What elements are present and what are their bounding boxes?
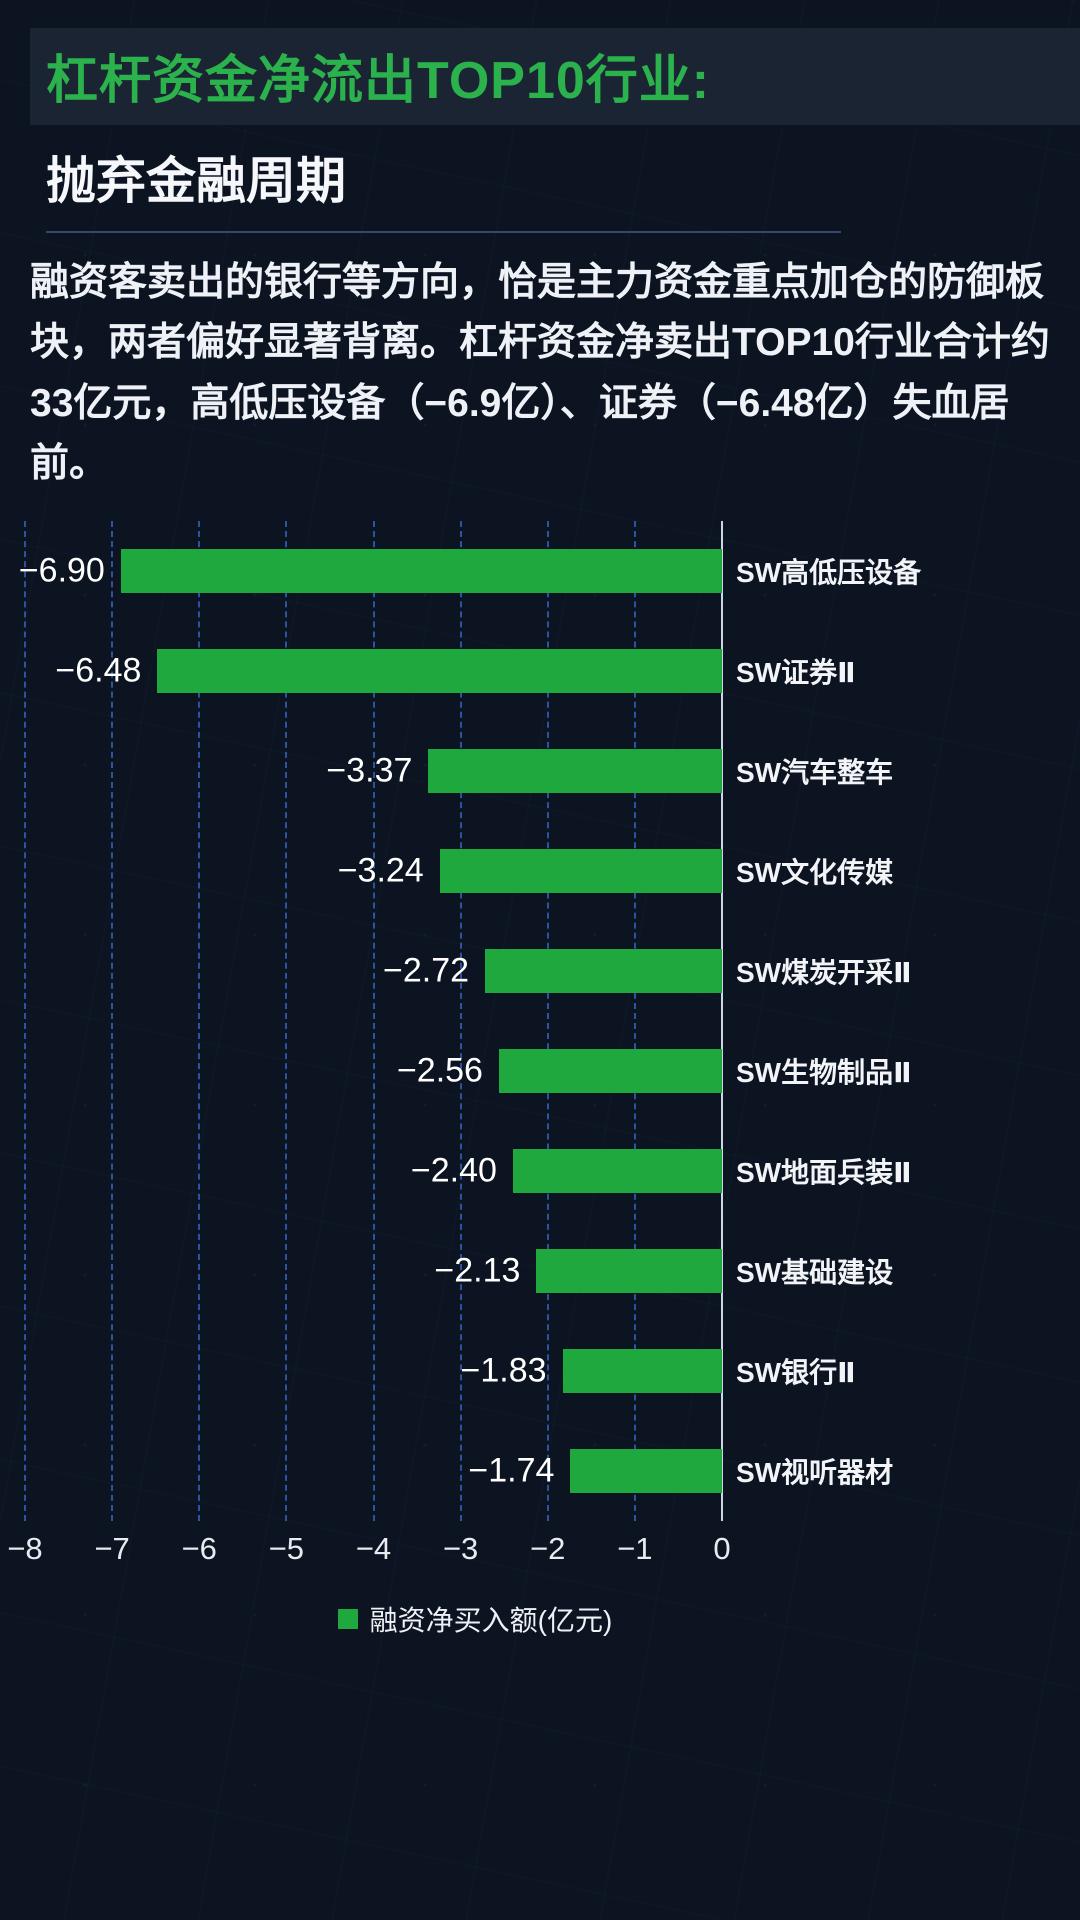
zero-axis-line <box>721 520 723 1521</box>
bar <box>439 848 722 893</box>
x-tick-label: −2 <box>530 1530 566 1566</box>
x-tick-label: −8 <box>7 1530 43 1566</box>
bar-row: −1.83 SW银行Ⅱ <box>25 1321 1080 1421</box>
bar-rows: −6.90 SW高低压设备 −6.48 SW证券Ⅱ −3.37 SW汽车整车 −3.24 SW… <box>19 521 1080 1521</box>
bar-row: −6.48 SW证券Ⅱ <box>25 621 1080 721</box>
bar <box>428 748 722 793</box>
gridline <box>111 520 114 1521</box>
bar-value-label: −6.48 <box>55 651 142 690</box>
divider <box>46 231 841 233</box>
bar-value-label: −3.37 <box>326 751 413 790</box>
bar-category-label: SW汽车整车 <box>736 756 894 788</box>
bar-category-label: SW银行Ⅱ <box>736 1356 856 1388</box>
bar-category-label: SW证券Ⅱ <box>736 656 856 688</box>
legend-label: 融资净买入额(亿元) <box>369 1604 613 1636</box>
bar-track: −2.72 <box>25 948 722 993</box>
x-axis: −8 −7 −6 −5 −4 −3 −2 −1 0 <box>7 1530 730 1577</box>
bar-track: −2.40 <box>25 1148 722 1193</box>
bar-track: −3.37 <box>25 748 722 793</box>
bar-track: −3.24 <box>25 848 722 893</box>
legend-swatch <box>337 1608 358 1629</box>
bar-track: −1.74 <box>25 1448 722 1493</box>
bar-category-label: SW生物制品Ⅱ <box>736 1056 912 1088</box>
bar-track: −6.48 <box>25 648 722 693</box>
x-tick-label: −3 <box>442 1530 479 1566</box>
bar-category-label: SW煤炭开采Ⅱ <box>736 956 912 988</box>
bar-value-label: −1.83 <box>460 1351 547 1390</box>
bar <box>562 1348 722 1393</box>
bar-row: −1.74 SW视听器材 <box>25 1421 1080 1521</box>
bar-row: −2.56 SW生物制品Ⅱ <box>25 1021 1080 1121</box>
bar-category-label: SW文化传媒 <box>736 856 894 888</box>
bar-category-label: SW视听器材 <box>736 1456 894 1488</box>
x-tick-label: 0 <box>713 1530 731 1566</box>
gridline <box>459 520 462 1521</box>
legend: 融资净买入额(亿元) <box>25 1599 925 1639</box>
bar-track: −2.56 <box>25 1048 722 1093</box>
bar-track: −1.83 <box>25 1348 722 1393</box>
bar-value-label: −2.56 <box>396 1051 483 1090</box>
bar <box>536 1248 722 1293</box>
title-band: 杠杆资金净流出TOP10行业: <box>30 28 1080 125</box>
bar-track: −2.13 <box>25 1248 722 1293</box>
bar-value-label: −1.74 <box>468 1451 555 1490</box>
page-title: 杠杆资金净流出TOP10行业: <box>46 52 711 110</box>
bar-row: −3.37 SW汽车整车 <box>25 721 1080 821</box>
page-subtitle: 抛弃金融周期 <box>46 153 346 209</box>
bar-category-label: SW地面兵装Ⅱ <box>736 1156 912 1188</box>
bar-row: −2.13 SW基础建设 <box>25 1221 1080 1321</box>
gridline <box>372 520 375 1521</box>
bar-track: −6.90 <box>19 548 722 593</box>
gridline <box>285 520 288 1521</box>
bar <box>120 548 722 593</box>
bar-category-label: SW高低压设备 <box>736 556 922 588</box>
bar-value-label: −2.72 <box>383 951 470 990</box>
bar <box>485 948 722 993</box>
bar-category-label: SW基础建设 <box>736 1256 894 1288</box>
bar-row: −6.90 SW高低压设备 <box>19 521 1080 621</box>
gridlines <box>24 520 723 1521</box>
bar <box>570 1448 722 1493</box>
bar-row: −3.24 SW文化传媒 <box>25 821 1080 921</box>
x-tick-label: −4 <box>355 1530 392 1566</box>
gridline <box>546 520 549 1521</box>
x-tick-label: −1 <box>617 1530 653 1566</box>
bar-value-label: −6.90 <box>18 551 105 590</box>
bar-value-label: −2.40 <box>410 1151 497 1190</box>
chart-body: −6.90 SW高低压设备 −6.48 SW证券Ⅱ −3.37 SW汽车整车 −3.24 SW… <box>19 520 1080 1521</box>
bar-row: −2.40 SW地面兵装Ⅱ <box>25 1121 1080 1221</box>
x-tick-label: −5 <box>268 1530 305 1566</box>
bar-value-label: −2.13 <box>434 1251 521 1290</box>
gridline <box>198 520 201 1521</box>
x-tick-label: −7 <box>94 1530 130 1566</box>
bar-value-label: −3.24 <box>337 851 424 890</box>
x-tick-label: −6 <box>181 1530 217 1566</box>
gridline <box>633 520 636 1521</box>
gridline <box>24 520 26 1521</box>
bar <box>512 1148 722 1193</box>
description-text: 融资客卖出的银行等方向，恰是主力资金重点加仓的防御板块，两者偏好显著背离。杠杆资… <box>30 261 1050 486</box>
bar <box>157 648 722 693</box>
bar-chart: −6.90 SW高低压设备 −6.48 SW证券Ⅱ −3.37 SW汽车整车 −3.24 SW… <box>0 520 1080 1639</box>
bar-row: −2.72 SW煤炭开采Ⅱ <box>25 921 1080 1021</box>
bar <box>498 1048 722 1093</box>
header: 杠杆资金净流出TOP10行业: 抛弃金融周期 融资客卖出的银行等方向，恰是主力资… <box>0 28 1080 495</box>
